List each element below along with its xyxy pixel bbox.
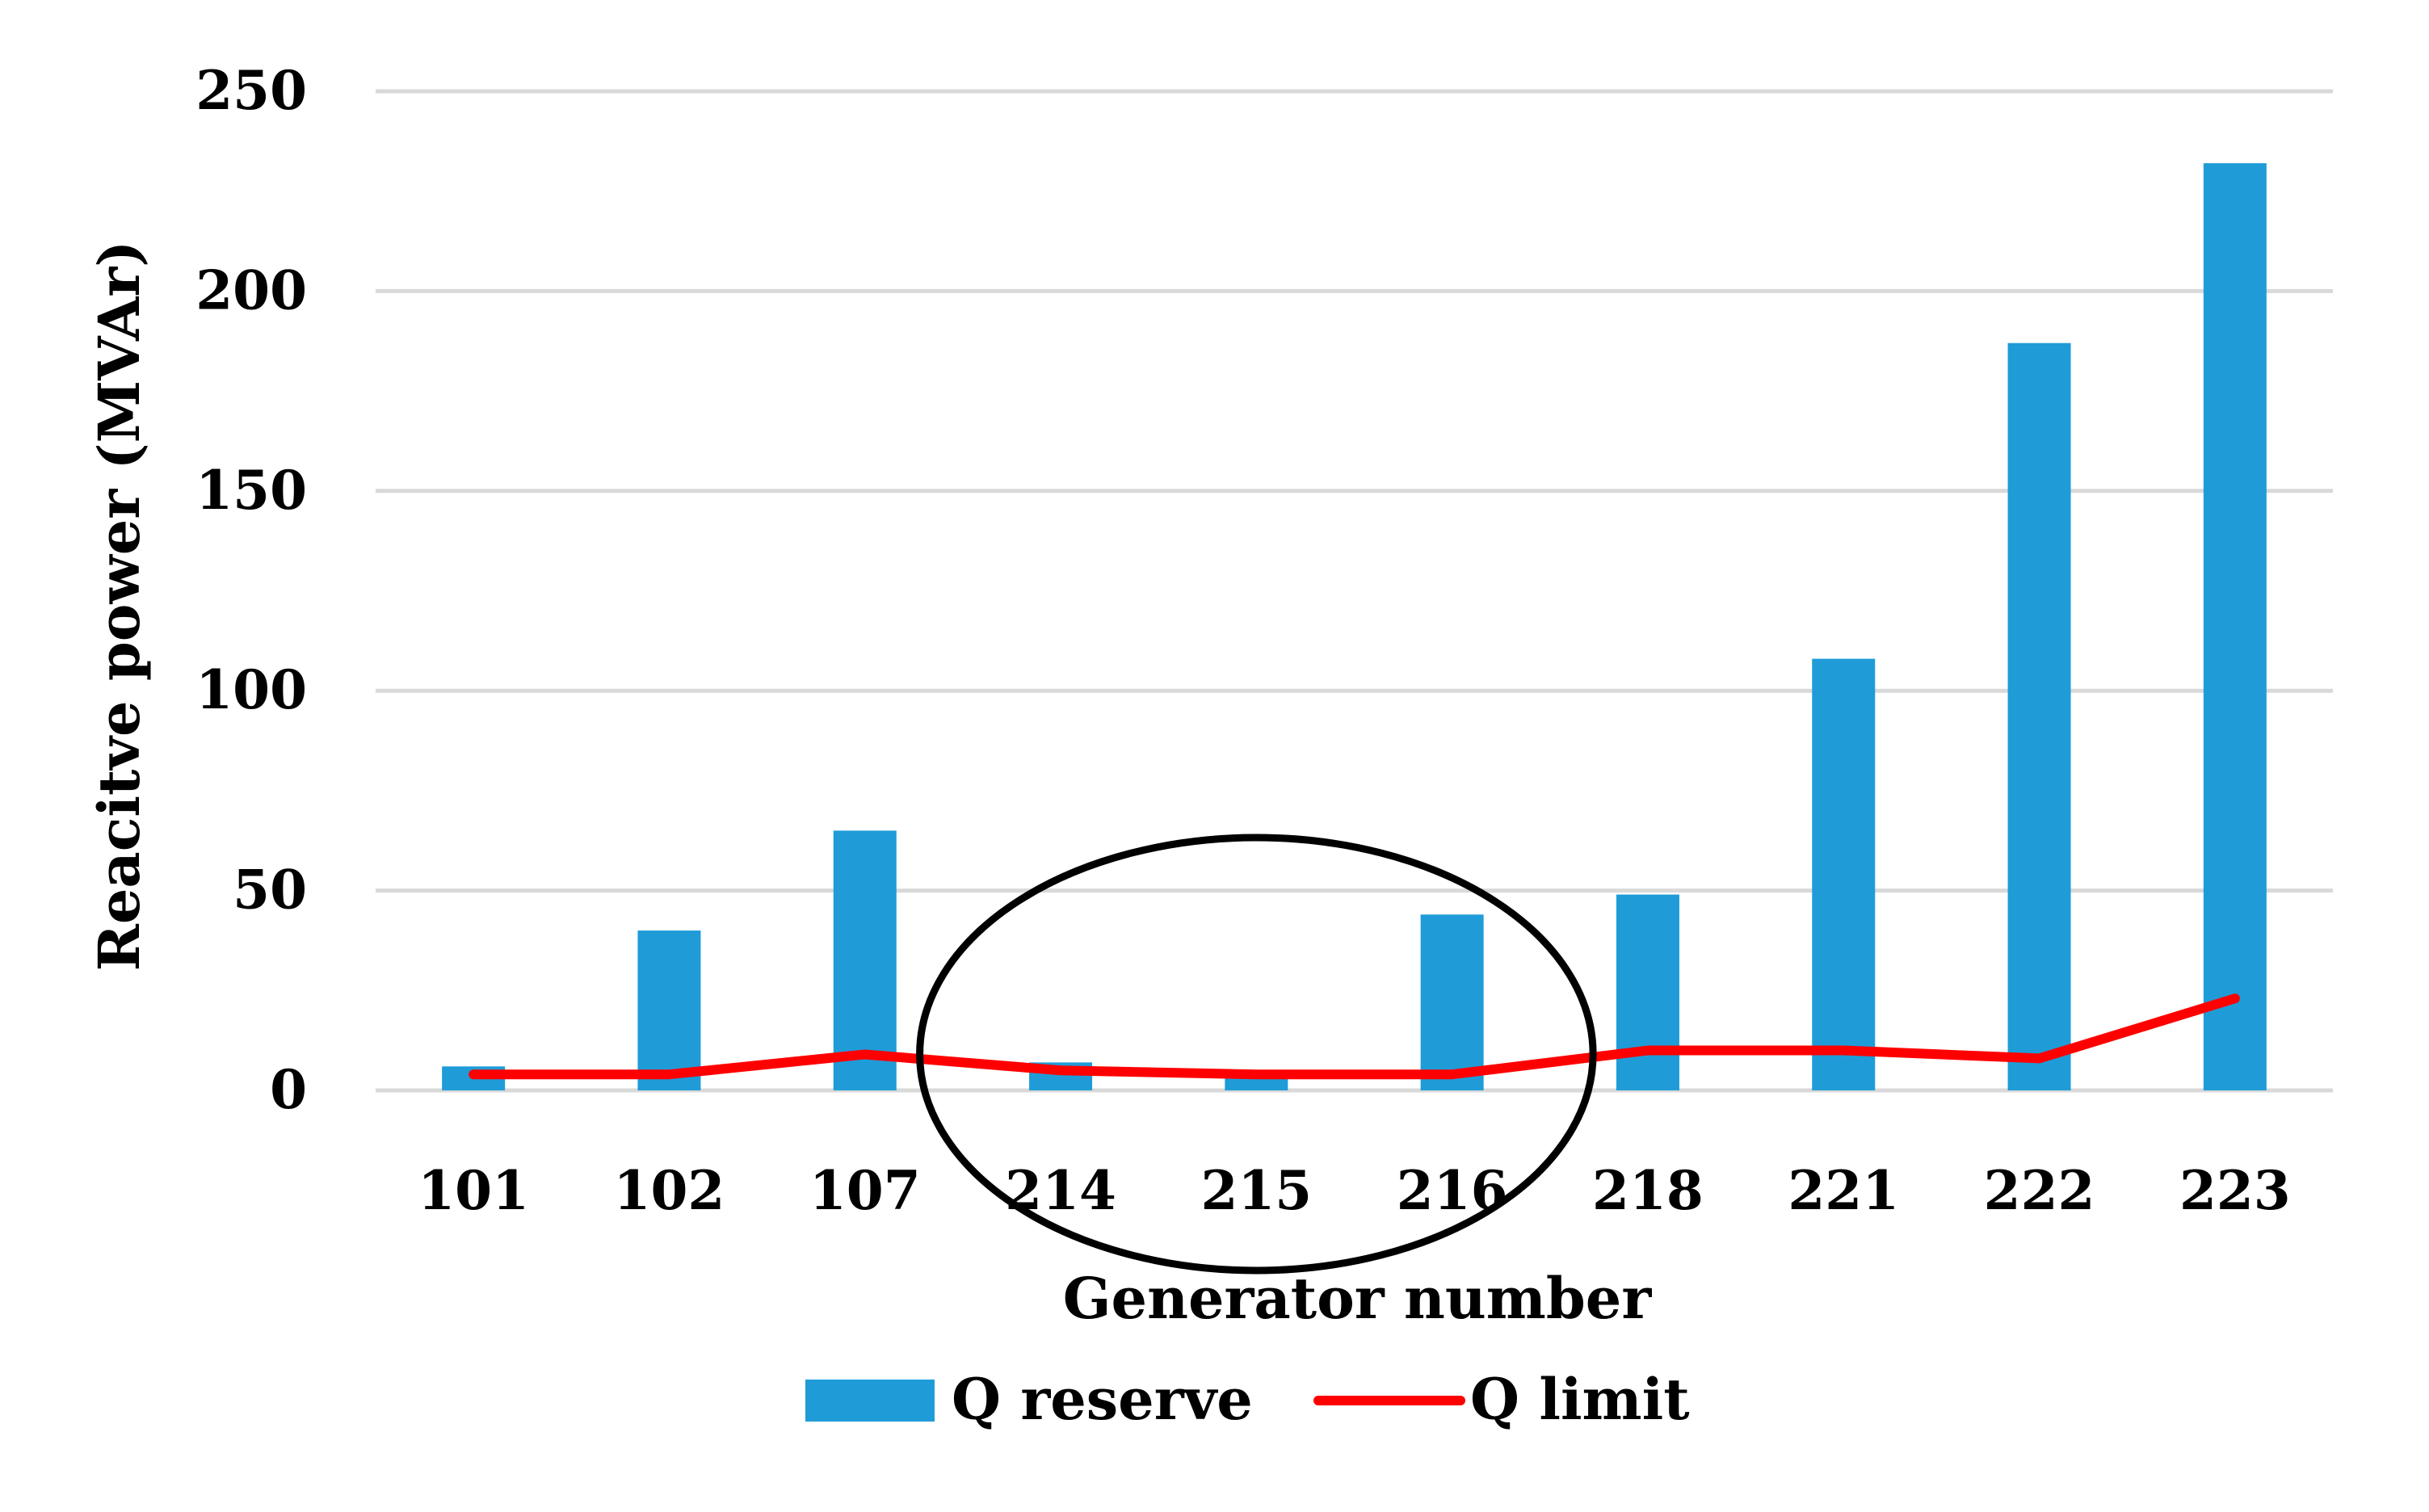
legend-label-q-limit: Q limit xyxy=(1470,1366,1690,1433)
x-axis-title: Generator number xyxy=(1063,1265,1653,1332)
legend-swatch-q-reserve xyxy=(805,1380,935,1422)
x-tick-label: 107 xyxy=(809,1159,921,1222)
y-tick-label: 150 xyxy=(195,459,307,522)
y-tick-label: 50 xyxy=(233,859,307,922)
y-axis-title: Reacitve power (MVAr) xyxy=(86,241,153,972)
y-tick-label: 200 xyxy=(195,258,307,321)
bar-q-reserve-107 xyxy=(833,830,897,1090)
x-tick-label: 218 xyxy=(1592,1159,1704,1222)
bar-q-reserve-216 xyxy=(1420,914,1484,1090)
bar-q-reserve-223 xyxy=(2203,163,2267,1091)
x-tick-label: 215 xyxy=(1200,1159,1312,1222)
line-q-limit xyxy=(469,993,2240,1080)
y-tick-label: 100 xyxy=(195,658,307,721)
annotations xyxy=(916,834,1597,1275)
x-tick-label: 101 xyxy=(418,1159,529,1222)
gridlines xyxy=(376,89,2333,1093)
x-tick-label: 222 xyxy=(1984,1159,2095,1222)
bar-q-reserve-221 xyxy=(1812,658,1876,1090)
x-tick-label: 221 xyxy=(1788,1159,1899,1222)
y-tick-label: 250 xyxy=(195,59,307,122)
highlight-ellipse xyxy=(916,834,1597,1275)
bar-q-reserve-215 xyxy=(1225,1078,1288,1090)
bar-series-q-reserve xyxy=(442,163,2267,1091)
x-tick-labels: 101 102 107 214 215 216 218 221 222 223 xyxy=(418,1159,2290,1222)
legend-label-q-reserve: Q reserve xyxy=(952,1366,1253,1433)
bar-q-reserve-102 xyxy=(637,930,701,1090)
x-tick-label: 102 xyxy=(614,1159,725,1222)
bar-q-reserve-218 xyxy=(1616,894,1679,1090)
legend: Q reserve Q limit xyxy=(805,1366,1690,1433)
y-tick-label: 0 xyxy=(270,1058,307,1121)
x-tick-label: 223 xyxy=(2179,1159,2291,1222)
bar-q-reserve-222 xyxy=(2007,342,2071,1090)
line-series-q-limit xyxy=(469,993,2240,1080)
y-tick-labels: 0 50 100 150 200 250 xyxy=(195,59,307,1121)
